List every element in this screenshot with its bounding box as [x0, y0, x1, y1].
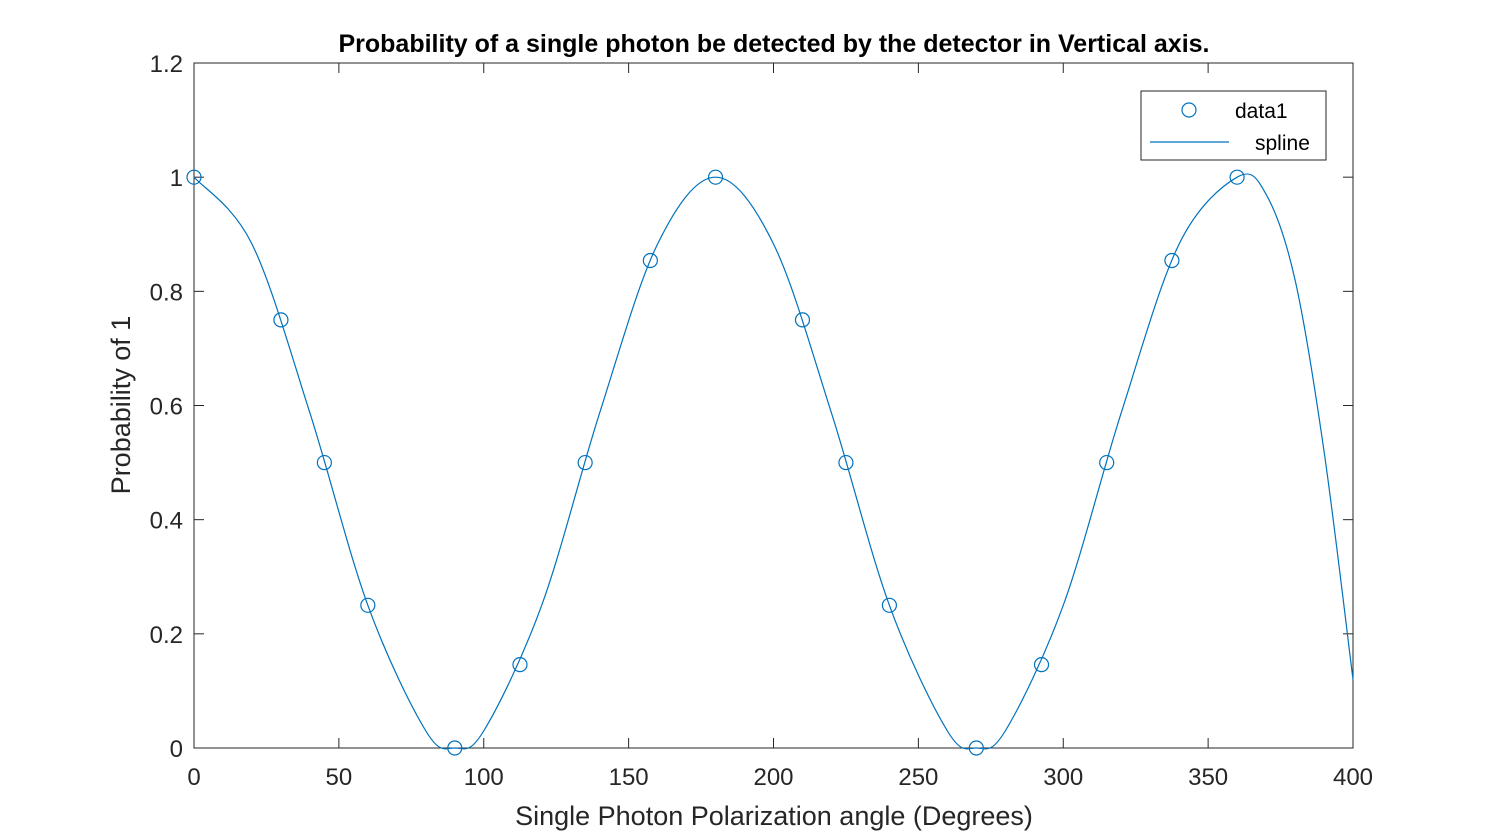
data1-point	[360, 597, 376, 613]
data1-point	[512, 657, 528, 673]
plot-area	[193, 62, 1354, 749]
x-axis: 0 50 100 150 200 250 300 350 400	[187, 63, 1373, 791]
spline-line	[193, 173, 1354, 750]
y-axis: 0 0.2 0.4 0.6 0.8 1 1.2	[150, 51, 1353, 763]
legend-label-spline: spline	[1255, 132, 1310, 155]
data1-point	[968, 740, 984, 756]
y-axis-label: Probability of 1	[106, 316, 136, 495]
x-tick-label: 300	[1043, 764, 1083, 791]
legend: data1 spline	[1140, 90, 1327, 161]
data1-point	[838, 454, 854, 471]
data1-point	[642, 252, 658, 269]
x-tick-label: 350	[1188, 764, 1228, 791]
x-axis-label: Single Photon Polarization angle (Degree…	[515, 801, 1033, 831]
data1-point	[794, 312, 811, 328]
data1-point	[316, 454, 332, 471]
series-layer	[186, 169, 1354, 756]
y-tick-label: 1.2	[150, 51, 183, 78]
x-tick-label: 100	[464, 764, 504, 791]
data1-point	[707, 169, 724, 185]
y-tick-label: 0.6	[150, 394, 183, 421]
legend-box	[1140, 90, 1327, 161]
data1-point	[1099, 454, 1115, 471]
data1-point	[447, 740, 463, 756]
data1-point	[186, 169, 202, 185]
x-tick-label: 250	[898, 764, 938, 791]
x-tick-label: 200	[753, 764, 793, 791]
data1-point	[577, 454, 593, 471]
data1-point	[273, 312, 289, 328]
y-tick-label: 0	[170, 736, 183, 763]
chart-title: Probability of a single photon be detect…	[338, 30, 1209, 58]
data1-point	[881, 597, 898, 613]
x-tick-label: 150	[609, 764, 649, 791]
data1-point	[1033, 657, 1050, 673]
x-tick-label: 400	[1333, 764, 1373, 791]
x-tick-label: 0	[187, 764, 200, 791]
y-tick-label: 1	[170, 165, 183, 192]
y-tick-label: 0.8	[150, 279, 183, 306]
legend-marker-data1	[1181, 102, 1197, 118]
data1-point	[1229, 169, 1245, 185]
x-tick-label: 50	[326, 764, 353, 791]
legend-label-data1: data1	[1235, 100, 1288, 123]
y-tick-label: 0.2	[150, 622, 183, 649]
y-tick-label: 0.4	[150, 508, 183, 535]
data1-point	[1164, 252, 1180, 269]
